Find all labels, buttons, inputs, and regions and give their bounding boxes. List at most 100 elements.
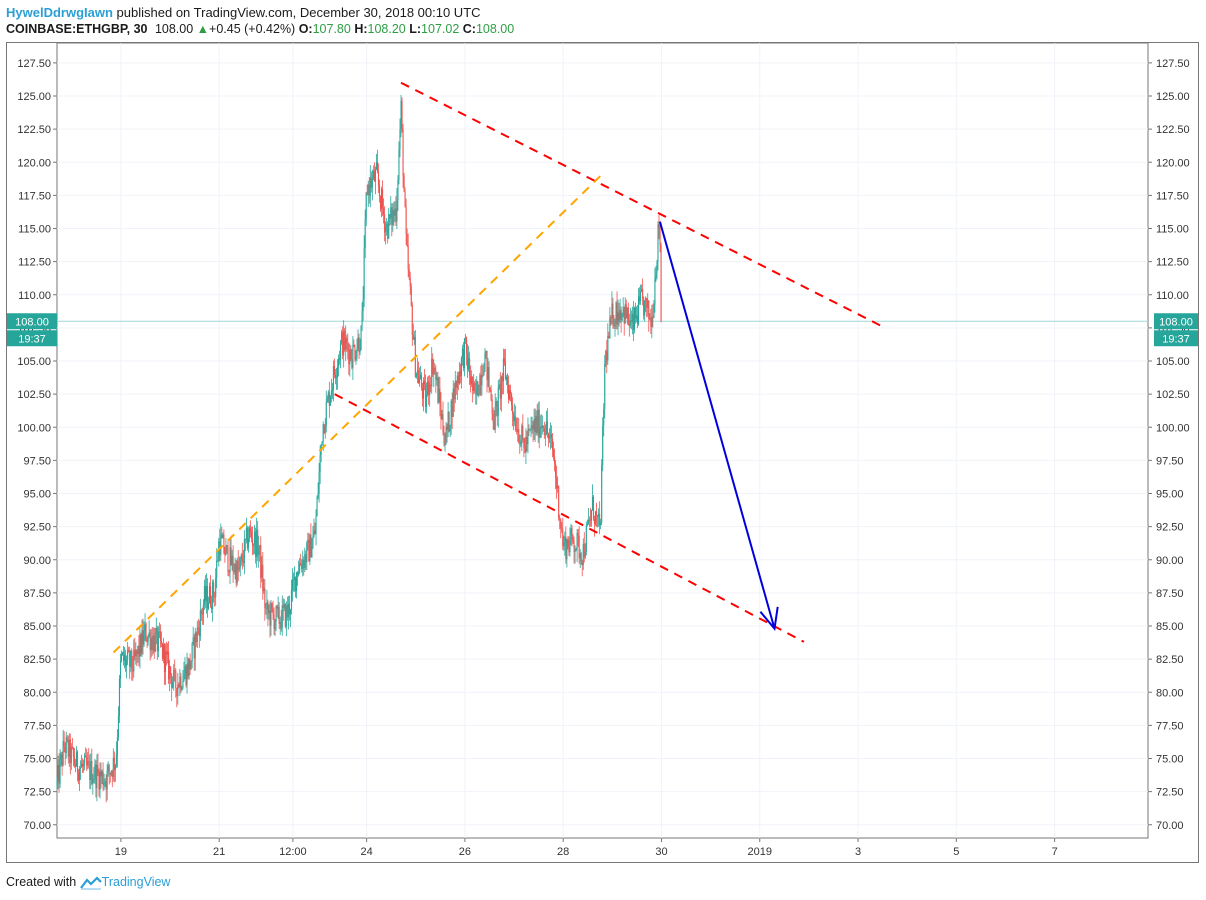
candle-body [475, 391, 477, 395]
candle-body [589, 519, 591, 521]
candle-body [474, 382, 476, 392]
candle-body [236, 560, 238, 584]
author-link[interactable]: HywelDdrwgIawn [6, 5, 113, 20]
x-tick-label: 26 [459, 846, 471, 858]
y-tick-label-right: 100.00 [1156, 422, 1190, 434]
candle-body [187, 663, 189, 677]
candle-body [128, 650, 130, 653]
x-tick-label: 5 [953, 846, 959, 858]
candle-body [526, 437, 528, 444]
y-tick-label-left: 115.00 [18, 224, 51, 236]
candle-body [501, 376, 503, 382]
symbol-label: COINBASE:ETHGBP, 30 [6, 22, 148, 36]
candle-body [410, 286, 412, 306]
candle-body [108, 765, 110, 773]
candle-body [202, 604, 204, 615]
change-value: +0.45 (+0.42%) [209, 22, 296, 36]
candle-body [324, 425, 326, 434]
candle-body [622, 306, 624, 313]
candle-body [330, 390, 332, 397]
candle-body [124, 655, 126, 661]
candle-body [101, 771, 103, 777]
candle-body [234, 564, 236, 573]
y-tick-label-left: 92.50 [23, 522, 51, 534]
candle-body [182, 681, 184, 689]
candle-body [296, 572, 298, 592]
y-tick-label-left: 125.00 [17, 91, 51, 103]
y-tick-label-left: 120.00 [17, 157, 51, 169]
candle-body [106, 770, 108, 790]
y-tick-label-right: 112.50 [1156, 257, 1189, 269]
candle-body [281, 605, 283, 629]
candle-body [125, 655, 127, 667]
candle-body [277, 606, 279, 609]
candle-body [176, 688, 178, 697]
candle-body [61, 754, 63, 766]
candle-body [608, 335, 610, 339]
candle-body [163, 644, 166, 672]
candle-body [418, 378, 420, 383]
candle-body [79, 767, 82, 769]
candle-body [261, 564, 263, 578]
candle-body [349, 349, 351, 365]
candle-body [364, 219, 366, 248]
candle-body [314, 530, 316, 535]
candle-body [151, 637, 153, 650]
x-tick-label: 2019 [748, 846, 772, 858]
candle-body [370, 177, 372, 188]
candle-body [143, 630, 145, 645]
candle-body [601, 464, 603, 523]
candle-body [448, 411, 450, 432]
candle-body [480, 375, 482, 386]
candle-body [153, 635, 155, 652]
candle-body [536, 416, 538, 434]
candle-body [570, 528, 572, 541]
candle-body [354, 346, 356, 360]
candle-body [220, 534, 222, 555]
candle-body [134, 649, 136, 657]
candle-body [549, 434, 552, 437]
high-value: 108.20 [367, 22, 406, 36]
candle-body [479, 375, 481, 395]
y-tick-label-left: 75.00 [23, 754, 51, 766]
y-tick-label-left: 122.50 [17, 124, 51, 136]
candle-body [262, 564, 264, 592]
candle-body [342, 332, 344, 356]
candle-body [68, 739, 70, 757]
high-label: H: [354, 22, 368, 36]
candle-body [227, 545, 229, 572]
candle-body [89, 762, 91, 781]
candle-body [66, 737, 68, 741]
candle-body [599, 513, 601, 526]
y-tick-label-right: 127.50 [1156, 58, 1190, 70]
candle-body [357, 337, 359, 349]
candle-body [533, 418, 535, 430]
candle-body [654, 277, 656, 305]
candle-body [514, 416, 516, 422]
candle-body [461, 348, 463, 358]
candle-body [471, 376, 473, 385]
candle-body [609, 317, 611, 339]
left-countdown-badge [7, 330, 57, 347]
candle-body [351, 359, 353, 368]
candle-body [420, 375, 423, 388]
candle-body [372, 170, 374, 178]
candle-body [146, 641, 148, 642]
candle-body [652, 316, 654, 318]
y-tick-label-left: 90.00 [23, 555, 51, 567]
candle-body [310, 534, 312, 558]
tradingview-link[interactable]: TradingView [101, 875, 171, 889]
candle-body [138, 645, 140, 657]
candle-body [616, 302, 618, 325]
candle-body [379, 195, 382, 209]
candle-body [355, 357, 357, 360]
candle-body [269, 610, 271, 626]
candle-body [600, 522, 602, 526]
candle-body [99, 771, 101, 790]
candle-body [223, 534, 225, 553]
close-value: 108.00 [475, 22, 515, 36]
candle-body [218, 541, 220, 561]
candle-body [557, 485, 559, 489]
candle-body [553, 449, 555, 458]
